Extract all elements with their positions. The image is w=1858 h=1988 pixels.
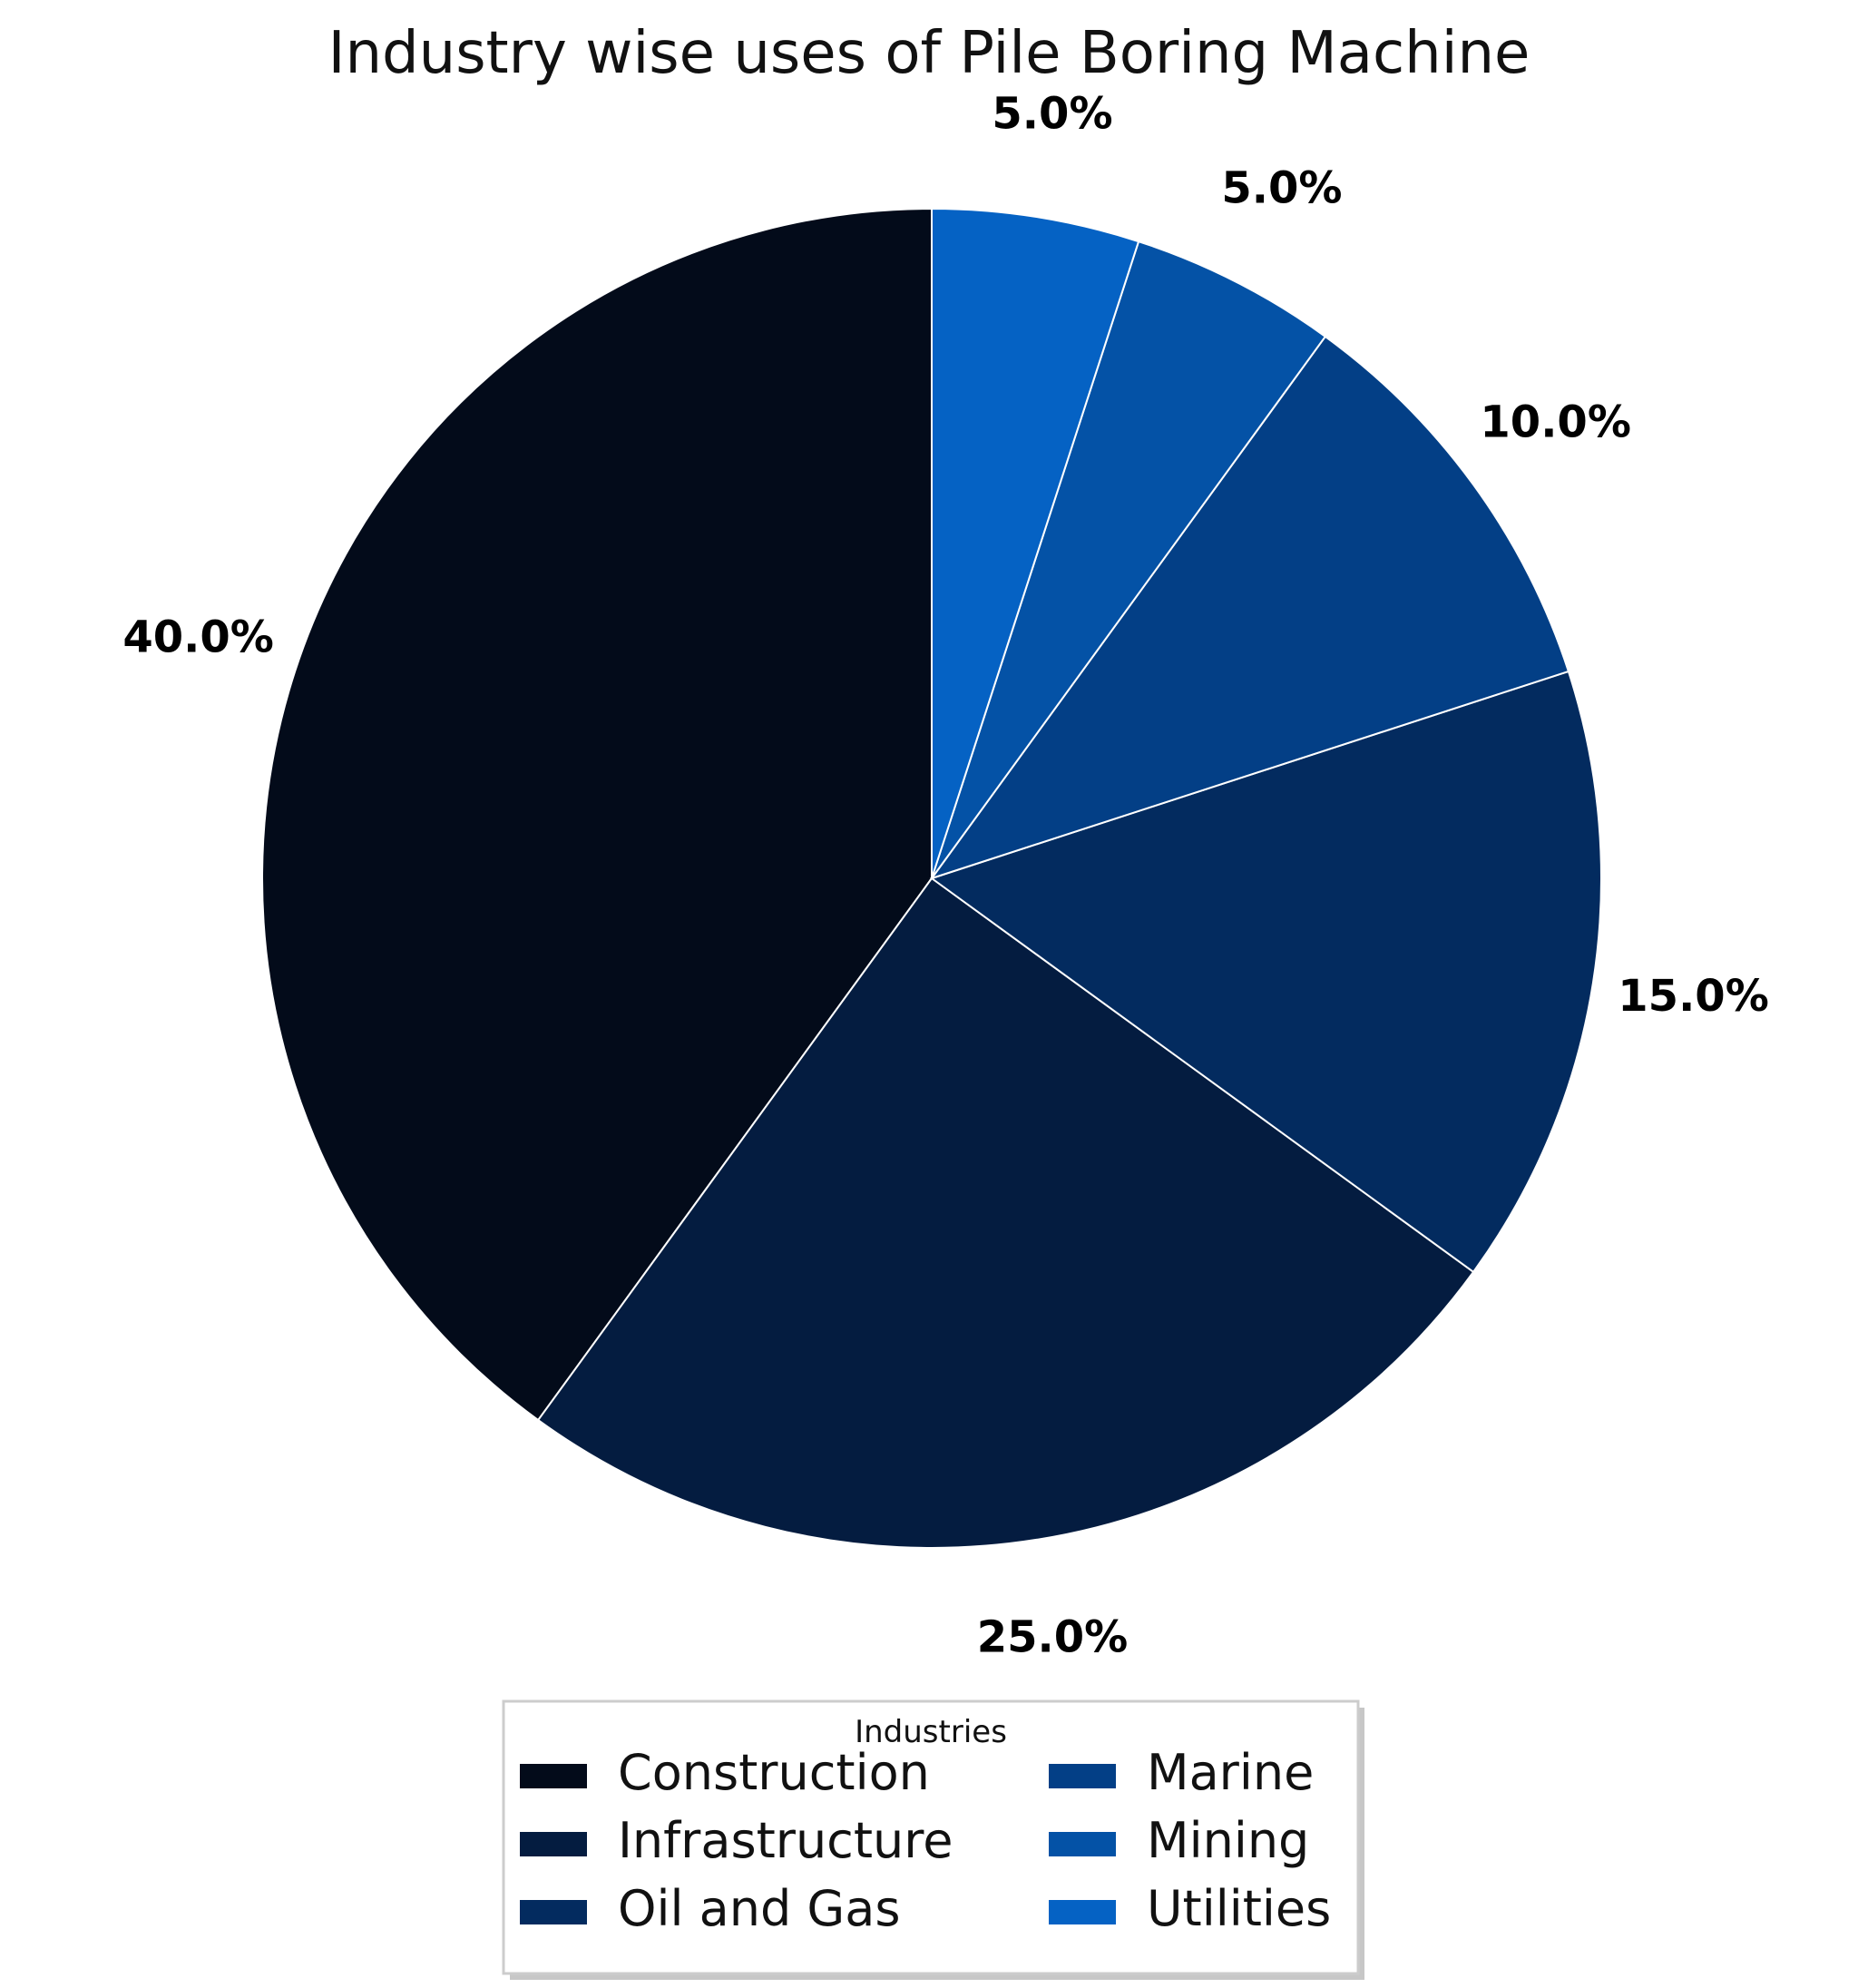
legend-swatch-oil-and-gas [520, 1900, 587, 1924]
pie-percent-labels: 40.0% 25.0% 15.0% 10.0% 5.0% 5.0% [122, 88, 1768, 1662]
pie-label-mining: 5.0% [1221, 163, 1342, 214]
pie-slice-mining [931, 240, 1327, 879]
legend: Industries Construction Infrastructure Oil… [502, 1699, 1364, 1980]
legend-label-oil-and-gas: Oil and Gas [618, 1880, 901, 1937]
pie-slice-utilities [931, 207, 1140, 879]
legend-label-mining: Mining [1147, 1812, 1309, 1869]
chart-title: Industry wise uses of Pile Boring Machin… [328, 20, 1530, 87]
legend-swatch-infrastructure [520, 1832, 587, 1856]
pie-label-infrastructure: 25.0% [977, 1612, 1129, 1663]
legend-swatch-construction [520, 1764, 587, 1788]
legend-items: Construction Infrastructure Oil and Gas Mar… [520, 1744, 1331, 1937]
legend-label-infrastructure: Infrastructure [618, 1812, 953, 1869]
pie-slice-construction [261, 207, 933, 1422]
legend-label-construction: Construction [618, 1744, 930, 1801]
pie-label-utilities: 5.0% [992, 88, 1112, 139]
pie-label-construction: 40.0% [122, 612, 274, 662]
pie-label-oil-and-gas: 15.0% [1618, 971, 1769, 1022]
legend-title: Industries [855, 1714, 1007, 1750]
pie-slice-marine [929, 335, 1570, 880]
pie-slices [261, 207, 1602, 1549]
pie-slice-oil-and-gas [929, 670, 1602, 1274]
pie-label-marine: 10.0% [1480, 397, 1631, 447]
pie-slice-infrastructure [536, 876, 1475, 1549]
legend-label-utilities: Utilities [1147, 1880, 1331, 1937]
legend-swatch-marine [1049, 1764, 1116, 1788]
legend-swatch-utilities [1049, 1900, 1116, 1924]
legend-swatch-mining [1049, 1832, 1116, 1856]
legend-box [502, 1699, 1360, 1975]
legend-label-marine: Marine [1147, 1744, 1314, 1801]
